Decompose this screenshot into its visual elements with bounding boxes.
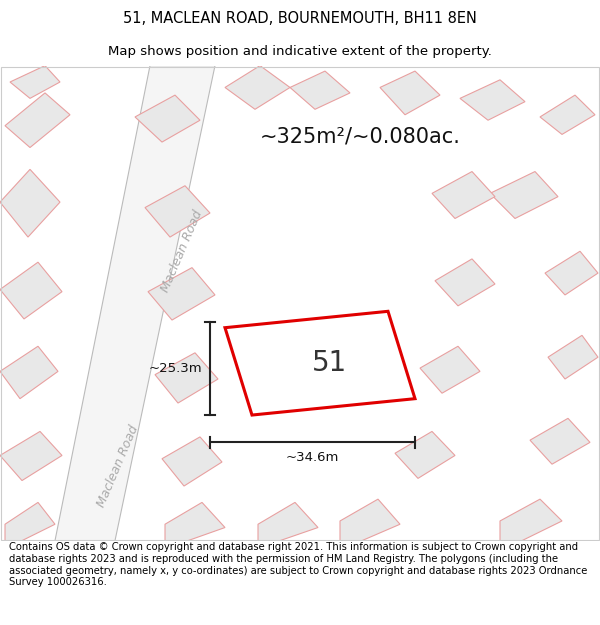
- Polygon shape: [55, 66, 215, 541]
- Polygon shape: [420, 346, 480, 393]
- Polygon shape: [225, 66, 290, 109]
- Polygon shape: [545, 251, 598, 295]
- Text: Map shows position and indicative extent of the property.: Map shows position and indicative extent…: [108, 45, 492, 58]
- Polygon shape: [460, 80, 525, 120]
- Polygon shape: [395, 431, 455, 478]
- Text: ~325m²/~0.080ac.: ~325m²/~0.080ac.: [260, 127, 460, 147]
- Polygon shape: [0, 262, 62, 319]
- Polygon shape: [290, 71, 350, 109]
- Polygon shape: [340, 499, 400, 541]
- Polygon shape: [432, 171, 495, 219]
- Text: 51: 51: [313, 349, 347, 377]
- Polygon shape: [225, 311, 415, 415]
- Polygon shape: [258, 503, 318, 541]
- Polygon shape: [548, 336, 598, 379]
- Polygon shape: [155, 352, 218, 403]
- Text: ~34.6m: ~34.6m: [286, 451, 339, 464]
- Polygon shape: [148, 268, 215, 320]
- Text: Maclean Road: Maclean Road: [95, 424, 141, 509]
- Polygon shape: [0, 346, 58, 399]
- Polygon shape: [5, 93, 70, 148]
- Polygon shape: [490, 171, 558, 219]
- Polygon shape: [135, 95, 200, 142]
- Polygon shape: [435, 259, 495, 306]
- Polygon shape: [500, 499, 562, 541]
- Polygon shape: [380, 71, 440, 115]
- Polygon shape: [165, 503, 225, 541]
- Text: ~25.3m: ~25.3m: [148, 362, 202, 375]
- Polygon shape: [162, 437, 222, 486]
- Text: 51, MACLEAN ROAD, BOURNEMOUTH, BH11 8EN: 51, MACLEAN ROAD, BOURNEMOUTH, BH11 8EN: [123, 11, 477, 26]
- Polygon shape: [540, 95, 595, 134]
- Polygon shape: [0, 431, 62, 481]
- Text: Maclean Road: Maclean Road: [159, 208, 205, 294]
- Polygon shape: [10, 66, 60, 98]
- Polygon shape: [5, 503, 55, 541]
- Polygon shape: [530, 418, 590, 464]
- Polygon shape: [145, 186, 210, 237]
- Polygon shape: [0, 169, 60, 237]
- Text: Contains OS data © Crown copyright and database right 2021. This information is : Contains OS data © Crown copyright and d…: [9, 542, 587, 587]
